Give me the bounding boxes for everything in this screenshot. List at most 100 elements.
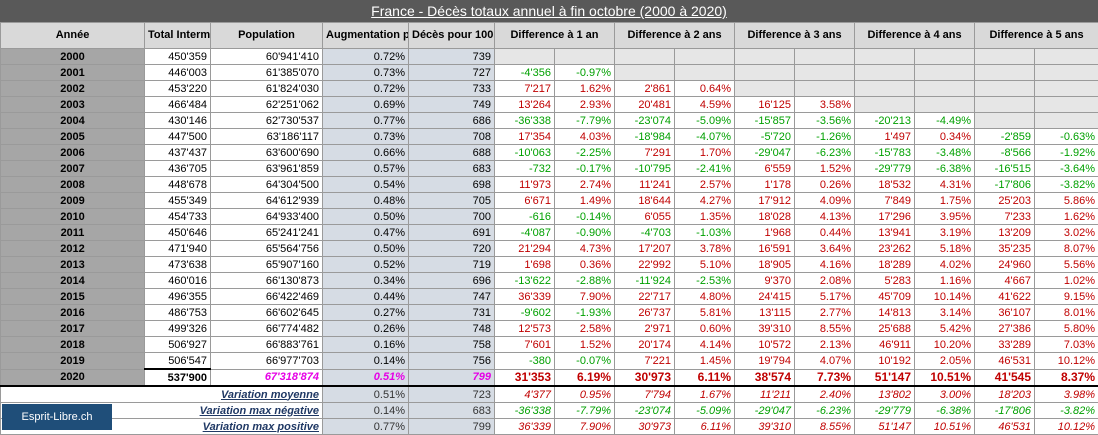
- footer-diff-1-percent: -7.79%: [553, 402, 616, 419]
- deces-cell: 698: [408, 176, 495, 193]
- augmentation-cell: 0.57%: [322, 160, 409, 177]
- table-row: 2003 466'484 62'251'062 0.69% 749 13'264 2.93%…: [0, 96, 1098, 113]
- empty-cell: [974, 64, 1036, 81]
- footer-diff-3-value: 39'310: [734, 418, 796, 435]
- diff-4-value: 18'532: [854, 176, 916, 193]
- diff-5-percent: -1.92%: [1034, 144, 1098, 161]
- footer-diff-1-value: 4'377: [494, 385, 555, 403]
- diff-3-value: 19'794: [734, 352, 796, 370]
- year-cell: 2001: [0, 64, 145, 81]
- table-row: 2013 473'638 65'907'160 0.52% 719 1'698 0.36% 2…: [0, 256, 1098, 273]
- footer-diff-5-percent: 3.98%: [1034, 385, 1098, 403]
- diff-1-percent: 2.93%: [553, 96, 616, 113]
- diff-2-value: -11'924: [614, 272, 676, 289]
- footer-diff-4-percent: -6.38%: [914, 402, 976, 419]
- diff-4-percent: 1.75%: [914, 192, 976, 209]
- header-row: Année Total Intermédiaire Population Aug…: [0, 22, 1098, 49]
- empty-cell: [614, 48, 676, 65]
- footer-diff-1-value: 36'339: [494, 418, 555, 435]
- header-annee: Année: [0, 22, 145, 49]
- deces-cell: 799: [408, 368, 495, 387]
- augmentation-cell: 0.54%: [322, 176, 409, 193]
- table-row: 2010 454'733 64'933'400 0.50% 700 -616 -0.14% 6…: [0, 208, 1098, 225]
- population-cell: 61'824'030: [210, 80, 323, 97]
- diff-5-percent: 1.62%: [1034, 208, 1098, 225]
- diff-4-value: -20'213: [854, 112, 916, 129]
- diff-1-value: 17'354: [494, 128, 555, 145]
- diff-4-percent: -4.49%: [914, 112, 976, 129]
- diff-5-value: -17'806: [974, 176, 1036, 193]
- diff-5-value: 7'233: [974, 208, 1036, 225]
- diff-3-percent: 1.52%: [794, 160, 856, 177]
- footer-diff-2-percent: 6.11%: [674, 418, 736, 435]
- deces-cell: 686: [408, 112, 495, 129]
- diff-3-percent: 4.16%: [794, 256, 856, 273]
- diff-5-value: -2'859: [974, 128, 1036, 145]
- diff-1-percent: -0.07%: [553, 352, 616, 370]
- year-cell: 2016: [0, 304, 145, 321]
- diff-3-percent: 3.58%: [794, 96, 856, 113]
- deces-cell: 733: [408, 80, 495, 97]
- diff-1-value: 21'294: [494, 240, 555, 257]
- total-cell: 447'500: [144, 128, 211, 145]
- diff-5-value: 46'531: [974, 352, 1036, 370]
- diff-2-percent: 1.45%: [674, 352, 736, 370]
- sheet-title-bar: France - Décès totaux annuel à fin octob…: [0, 0, 1098, 22]
- augmentation-cell: 0.77%: [322, 112, 409, 129]
- header-diff-3: Difference à 3 ans: [734, 22, 856, 49]
- augmentation-cell: 0.72%: [322, 48, 409, 65]
- deces-cell: 731: [408, 304, 495, 321]
- table-row-2020: 2020 537'900 67'318'874 0.51% 799 31'353 6.19%…: [0, 368, 1098, 387]
- diff-2-value: 20'481: [614, 96, 676, 113]
- empty-cell: [974, 112, 1036, 129]
- footer-diff-4-value: 51'147: [854, 418, 916, 435]
- diff-1-percent: -0.90%: [553, 224, 616, 241]
- logo-text: Esprit-Libre.ch: [21, 411, 93, 423]
- diff-2-value: 11'241: [614, 176, 676, 193]
- empty-cell: [674, 48, 736, 65]
- empty-cell: [614, 64, 676, 81]
- empty-cell: [854, 64, 916, 81]
- diff-2-percent: 0.60%: [674, 320, 736, 337]
- augmentation-cell: 0.26%: [322, 320, 409, 337]
- diff-1-value: 11'973: [494, 176, 555, 193]
- header-diff-4: Difference à 4 ans: [854, 22, 976, 49]
- augmentation-cell: 0.48%: [322, 192, 409, 209]
- diff-3-value: 1'178: [734, 176, 796, 193]
- footer-augmentation: 0.14%: [322, 402, 409, 419]
- total-cell: 506'927: [144, 336, 211, 353]
- diff-3-percent: 2.08%: [794, 272, 856, 289]
- diff-5-percent: 5.56%: [1034, 256, 1098, 273]
- augmentation-cell: 0.14%: [322, 352, 409, 370]
- diff-3-percent: 5.17%: [794, 288, 856, 305]
- diff-5-percent: -3.64%: [1034, 160, 1098, 177]
- deces-cell: 688: [408, 144, 495, 161]
- empty-cell: [854, 96, 916, 113]
- diff-2-percent: 4.59%: [674, 96, 736, 113]
- footer-diff-1-percent: 0.95%: [553, 385, 616, 403]
- empty-cell: [974, 96, 1036, 113]
- population-cell: 62'251'062: [210, 96, 323, 113]
- diff-5-value: 41'622: [974, 288, 1036, 305]
- diff-4-value: 7'849: [854, 192, 916, 209]
- empty-cell: [914, 48, 976, 65]
- table-row: 2019 506'547 66'977'703 0.14% 756 -380 -0.07% 7…: [0, 352, 1098, 370]
- empty-cell: [734, 80, 796, 97]
- empty-cell: [553, 48, 616, 65]
- population-cell: 62'730'537: [210, 112, 323, 129]
- year-cell: 2005: [0, 128, 145, 145]
- diff-3-value: 16'125: [734, 96, 796, 113]
- year-cell: 2007: [0, 160, 145, 177]
- total-cell: 436'705: [144, 160, 211, 177]
- deces-cell: 700: [408, 208, 495, 225]
- year-cell: 2019: [0, 352, 145, 370]
- deces-cell: 756: [408, 352, 495, 370]
- diff-5-value: 4'667: [974, 272, 1036, 289]
- table-row: 2017 499'326 66'774'482 0.26% 748 12'573 2.58%…: [0, 320, 1098, 337]
- footer-diff-3-value: -29'047: [734, 402, 796, 419]
- diff-4-value: 1'497: [854, 128, 916, 145]
- diff-5-percent: 3.02%: [1034, 224, 1098, 241]
- diff-1-value: -36'338: [494, 112, 555, 129]
- diff-2-percent: -1.03%: [674, 224, 736, 241]
- augmentation-cell: 0.69%: [322, 96, 409, 113]
